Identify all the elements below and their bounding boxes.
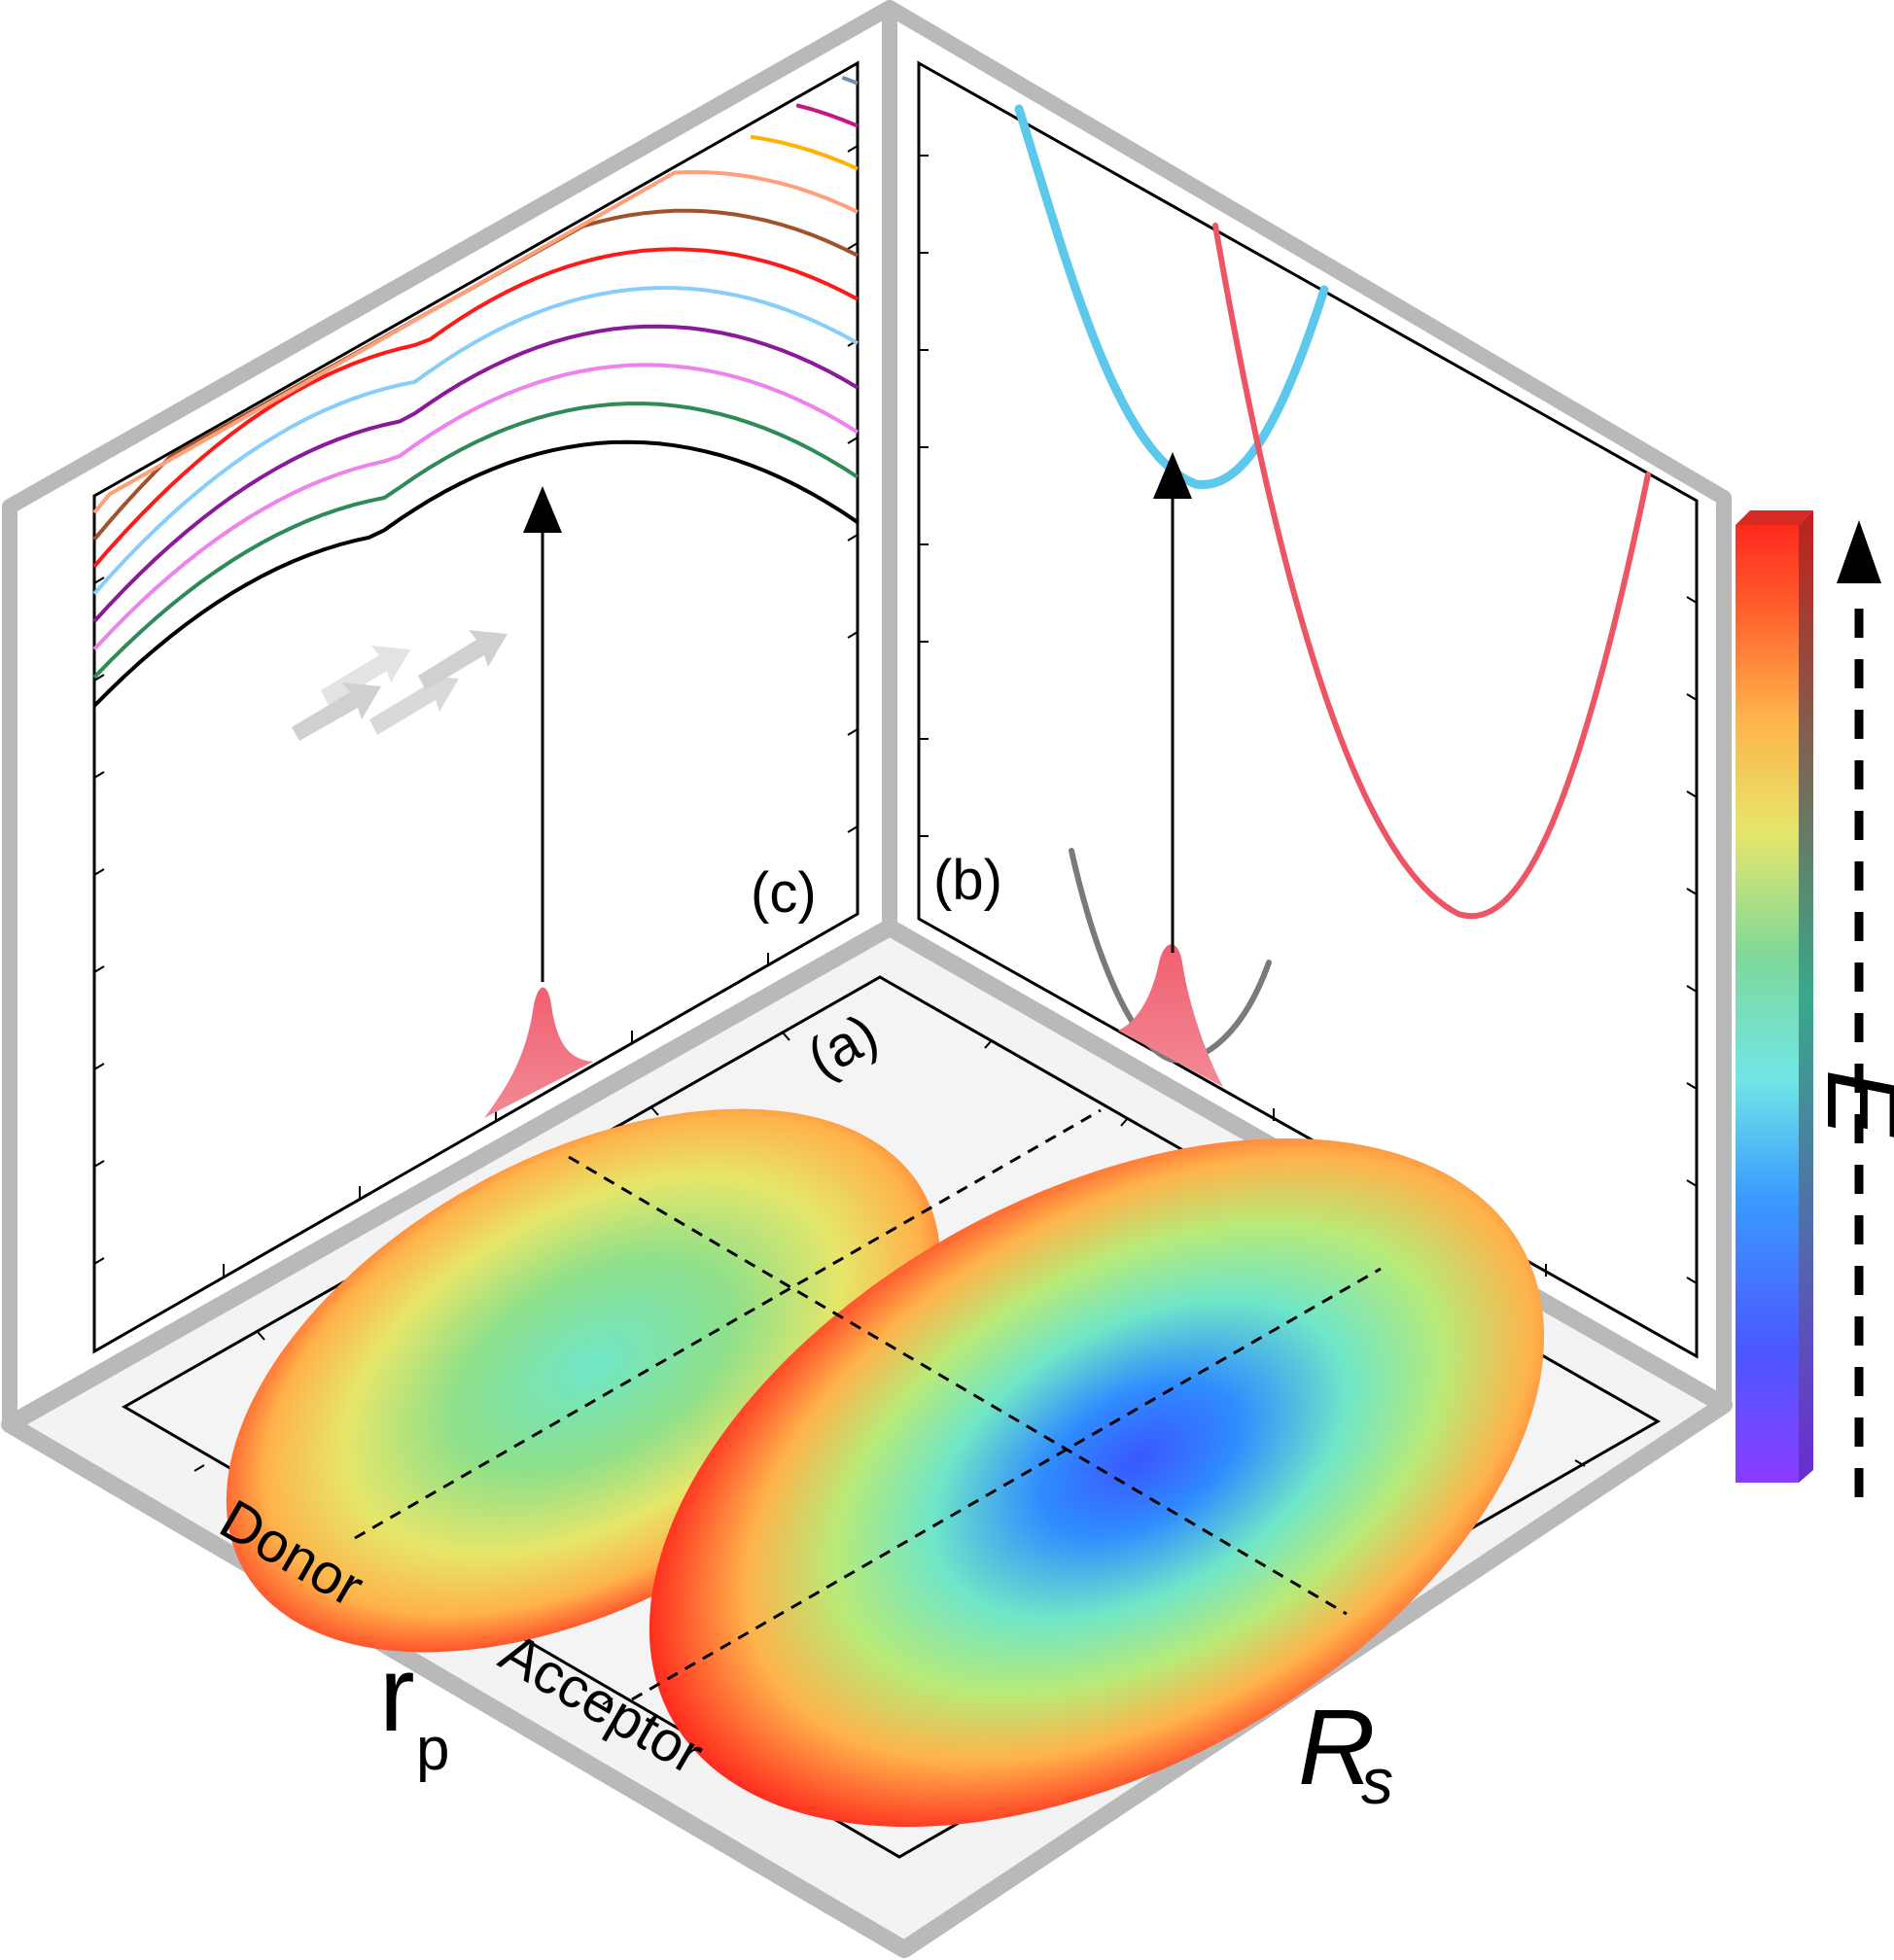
panel-c-curve bbox=[92, 324, 859, 623]
panel-c-curve bbox=[92, 363, 859, 651]
colorbar-side-face bbox=[1799, 510, 1813, 1483]
dashed-guides bbox=[354, 1108, 1382, 1701]
rp-axis-label: r p bbox=[379, 1634, 449, 1783]
wavepacket-c bbox=[484, 987, 593, 1118]
red-parabola bbox=[1212, 223, 1651, 920]
panel-c-curve bbox=[795, 103, 859, 128]
transfer-arrows bbox=[292, 630, 508, 741]
panel-c-label: (c) bbox=[751, 861, 817, 925]
panel-c-ticks bbox=[93, 145, 859, 1277]
colorbar-top-face bbox=[1736, 510, 1813, 525]
svg-text:p: p bbox=[416, 1716, 449, 1783]
rs-axis-label: R s bbox=[1298, 1688, 1393, 1817]
arrowhead-c bbox=[523, 486, 562, 533]
panel-a: (a) bbox=[121, 975, 1662, 1859]
panel-b: (b) bbox=[917, 60, 1699, 1359]
panel-c-curve bbox=[92, 247, 859, 568]
panel-c-curve bbox=[92, 439, 859, 708]
gray-parabola bbox=[1069, 848, 1272, 1064]
panel-c-curve bbox=[92, 169, 859, 514]
panel-c-plot-area bbox=[92, 60, 859, 1354]
panel-c-curve bbox=[92, 402, 859, 680]
panel-b-label: (b) bbox=[933, 849, 1002, 912]
panel-c: (c) bbox=[92, 60, 859, 1354]
svg-text:s: s bbox=[1361, 1745, 1393, 1817]
energy-colorbar bbox=[1736, 510, 1813, 1483]
panel-c-curve bbox=[92, 208, 859, 542]
potential-surface bbox=[226, 1108, 1545, 1828]
energy-label: E bbox=[1806, 1069, 1894, 1138]
panel-c-curve bbox=[92, 286, 859, 596]
wavepacket-b bbox=[1118, 944, 1223, 1087]
panel-c-curves bbox=[92, 75, 859, 708]
svg-text:R: R bbox=[1298, 1688, 1375, 1807]
acceptor-well bbox=[649, 1138, 1545, 1828]
energy-axis-arrow: E bbox=[1806, 520, 1894, 1497]
colorbar-front bbox=[1736, 525, 1799, 1483]
arrowhead-b bbox=[1153, 452, 1192, 499]
panel-c-curve bbox=[841, 75, 859, 86]
svg-text:r: r bbox=[379, 1634, 415, 1754]
panel-c-curve bbox=[750, 134, 859, 171]
